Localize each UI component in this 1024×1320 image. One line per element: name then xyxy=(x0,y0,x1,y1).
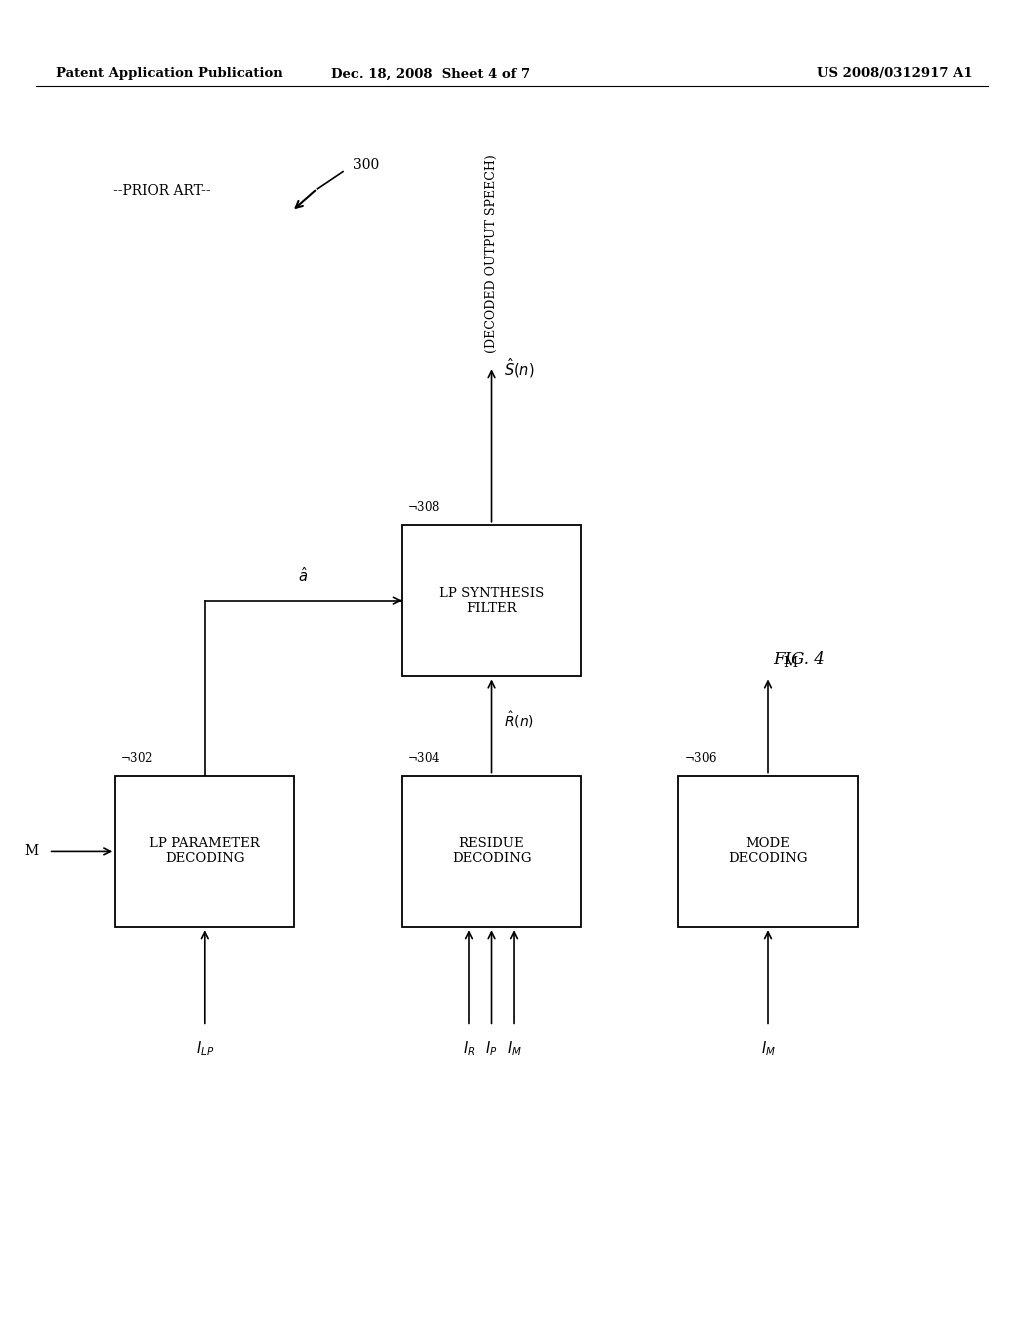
Text: $\hat{S}(n)$: $\hat{S}(n)$ xyxy=(504,355,535,380)
Text: $\neg$306: $\neg$306 xyxy=(684,751,717,766)
Text: $\neg$308: $\neg$308 xyxy=(407,500,440,513)
Text: MODE
DECODING: MODE DECODING xyxy=(728,837,808,866)
Text: --PRIOR ART--: --PRIOR ART-- xyxy=(113,185,210,198)
Bar xyxy=(401,776,581,927)
Text: LP PARAMETER
DECODING: LP PARAMETER DECODING xyxy=(150,837,260,866)
Bar xyxy=(678,776,857,927)
Text: $\hat{R}(n)$: $\hat{R}(n)$ xyxy=(504,709,534,730)
Bar xyxy=(401,524,581,676)
Text: $\neg$304: $\neg$304 xyxy=(407,751,440,766)
Text: Patent Application Publication: Patent Application Publication xyxy=(56,67,283,81)
Text: (DECODED OUTPUT SPEECH): (DECODED OUTPUT SPEECH) xyxy=(485,154,498,352)
Text: $I_{P}$: $I_{P}$ xyxy=(485,1040,498,1059)
Text: LP SYNTHESIS
FILTER: LP SYNTHESIS FILTER xyxy=(439,586,544,615)
Text: $I_{R}$: $I_{R}$ xyxy=(463,1040,475,1059)
Text: 300: 300 xyxy=(353,158,380,172)
Text: $\neg$302: $\neg$302 xyxy=(121,751,154,766)
Text: M: M xyxy=(783,656,798,671)
Text: M: M xyxy=(25,845,39,858)
Text: RESIDUE
DECODING: RESIDUE DECODING xyxy=(452,837,531,866)
Text: $I_{LP}$: $I_{LP}$ xyxy=(196,1040,214,1059)
Text: US 2008/0312917 A1: US 2008/0312917 A1 xyxy=(817,67,973,81)
Text: FIG. 4: FIG. 4 xyxy=(773,652,824,668)
Text: $I_{M}$: $I_{M}$ xyxy=(761,1040,775,1059)
Bar xyxy=(116,776,295,927)
Text: $I_{M}$: $I_{M}$ xyxy=(507,1040,521,1059)
Text: Dec. 18, 2008  Sheet 4 of 7: Dec. 18, 2008 Sheet 4 of 7 xyxy=(331,67,529,81)
Text: $\hat{a}$: $\hat{a}$ xyxy=(298,566,308,585)
